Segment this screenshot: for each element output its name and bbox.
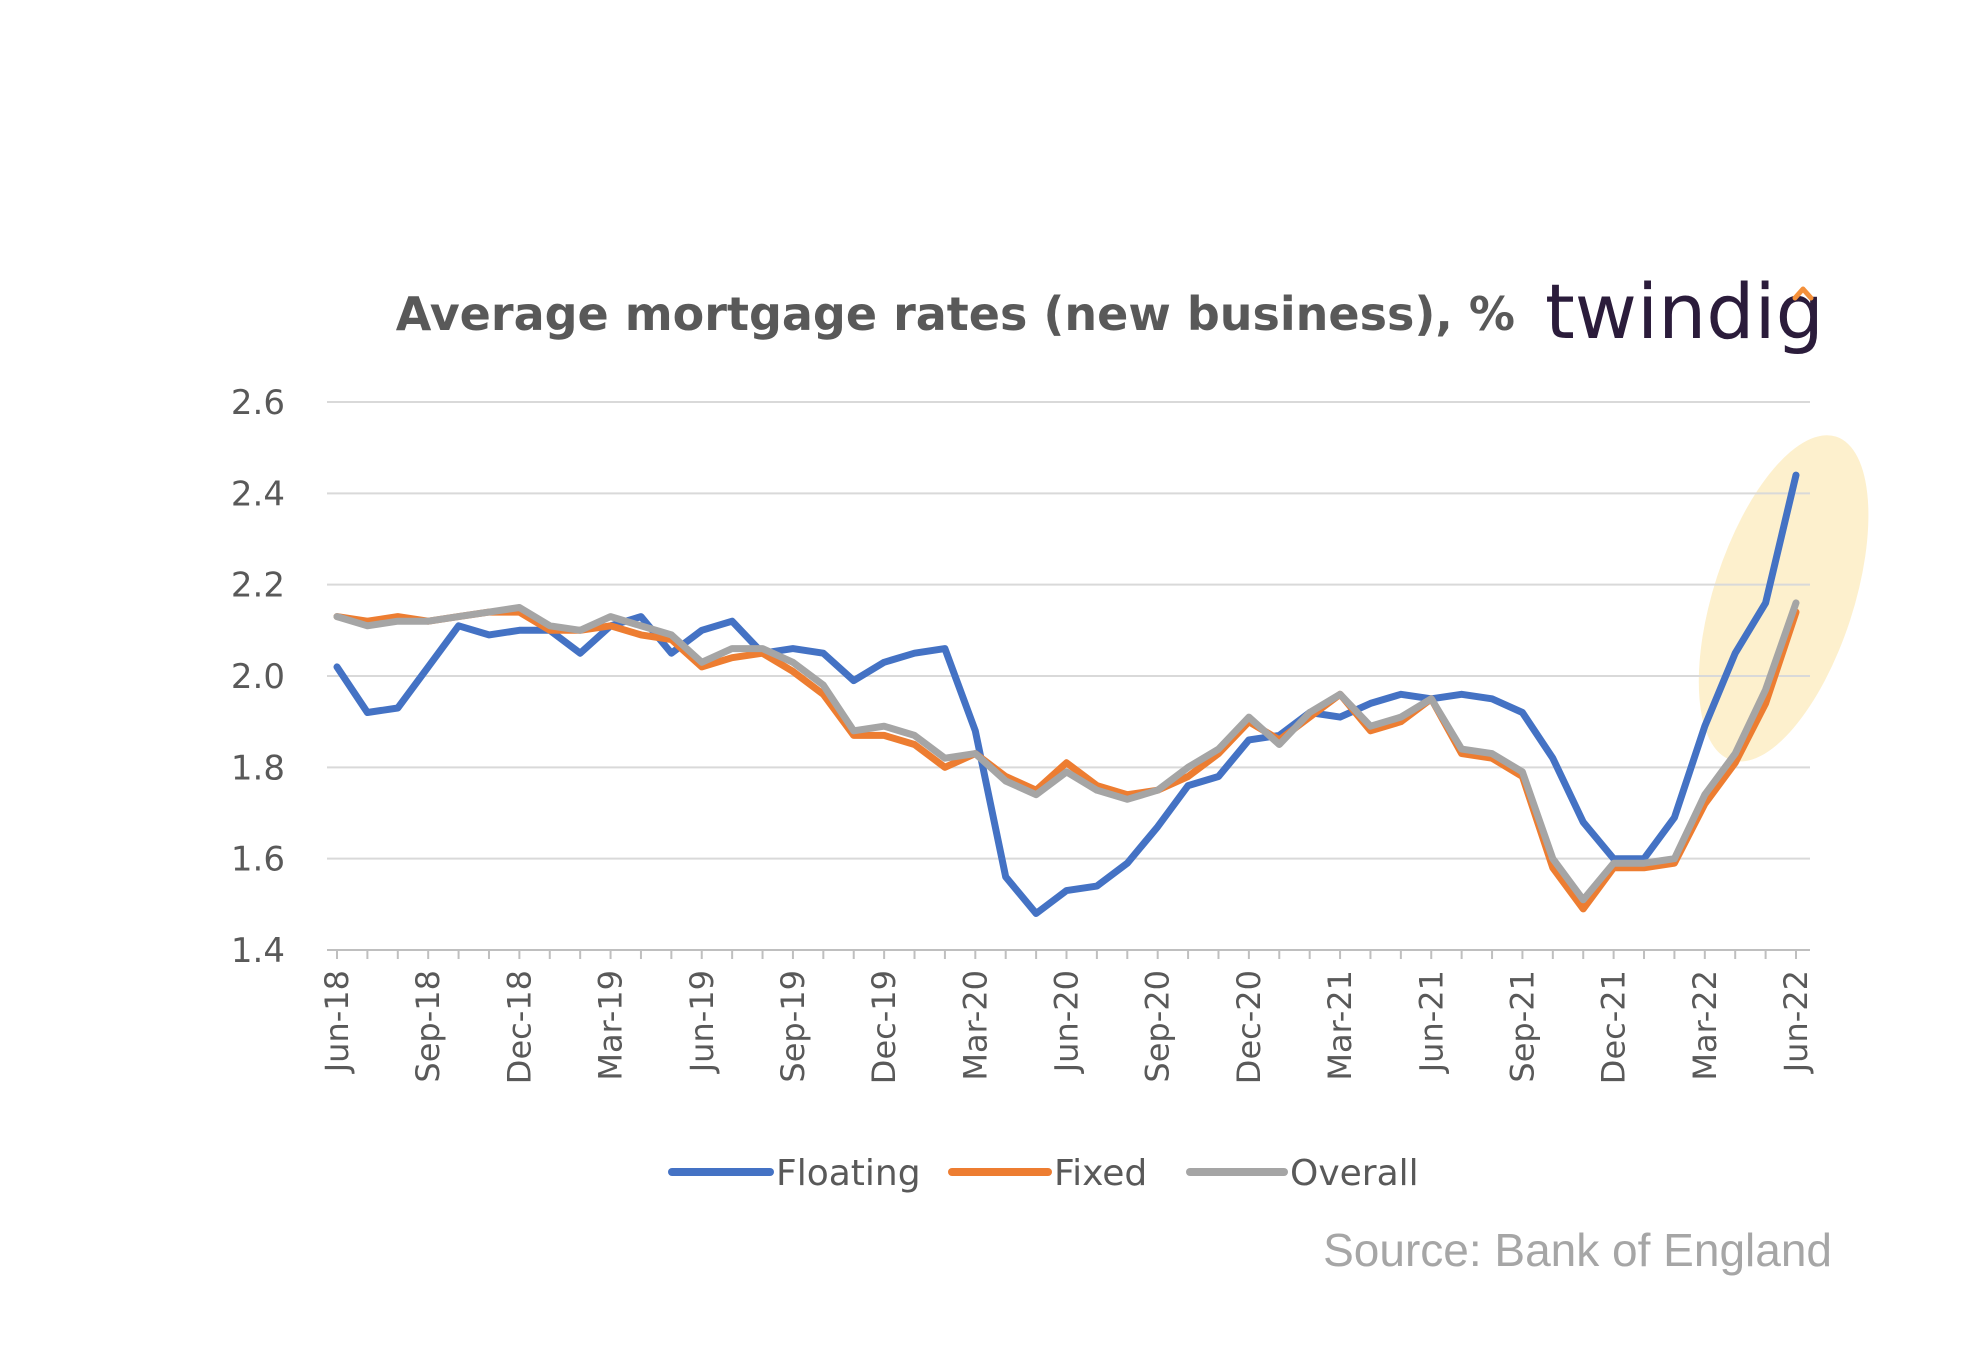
y-tick-label: 1.6 <box>231 840 285 880</box>
y-axis-ticks: 1.4 1.6 1.8 2.0 2.2 2.4 2.6 <box>231 383 285 971</box>
series-lines <box>333 471 1800 917</box>
twindig-logo: twindig <box>1545 267 1824 356</box>
x-tick-label: Dec-21 <box>1595 970 1633 1084</box>
x-tick-label: Sep-21 <box>1503 970 1541 1083</box>
highlight-ellipse <box>1698 435 1869 762</box>
x-tick-label: Jun-20 <box>1048 970 1086 1074</box>
legend-item-overall: Overall <box>1186 1153 1419 1194</box>
y-tick-label: 1.8 <box>231 748 285 788</box>
x-tick-label: Mar-19 <box>592 970 630 1081</box>
legend-label: Fixed <box>1054 1153 1147 1194</box>
series-line-floating <box>333 471 1800 917</box>
x-tick-label: Mar-21 <box>1321 970 1359 1081</box>
source-note: Source: Bank of England <box>1323 1224 1832 1276</box>
legend-item-floating: Floating <box>668 1153 921 1194</box>
legend: Floating Fixed Overall <box>668 1153 1419 1194</box>
x-tick-label: Mar-22 <box>1686 970 1724 1081</box>
x-tick-label: Dec-19 <box>865 970 903 1084</box>
x-tick-label: Mar-20 <box>956 970 994 1081</box>
y-tick-label: 2.0 <box>231 657 285 697</box>
y-tick-label: 1.4 <box>231 931 285 971</box>
brand-logo-text: twindig <box>1545 267 1824 356</box>
x-tick-label: Jun-18 <box>318 970 356 1074</box>
logo-roof-icon <box>1792 286 1814 301</box>
series-line-overall <box>333 599 1800 904</box>
x-tick-label: Sep-19 <box>774 970 812 1083</box>
legend-label: Floating <box>776 1153 921 1194</box>
y-tick-label: 2.2 <box>231 566 285 606</box>
legend-label: Overall <box>1290 1153 1419 1194</box>
x-tick-label: Sep-18 <box>409 970 447 1083</box>
x-tick-label: Sep-20 <box>1139 970 1177 1083</box>
y-tick-label: 2.4 <box>231 474 285 514</box>
series-line-fixed <box>333 608 1800 913</box>
highlight-region <box>1698 435 1869 762</box>
x-tick-label: Dec-18 <box>500 970 538 1084</box>
x-axis: Jun-18 Sep-18 Dec-18 Mar-19 Jun-19 Sep-19 Dec-… <box>318 949 1815 1084</box>
x-tick-label: Jun-19 <box>683 970 721 1074</box>
chart-title: Average mortgage rates (new business), % <box>396 287 1515 341</box>
y-tick-label: 2.6 <box>231 383 285 423</box>
x-tick-label: Jun-21 <box>1412 970 1450 1074</box>
x-tick-label: Jun-22 <box>1777 970 1815 1074</box>
legend-item-fixed: Fixed <box>948 1153 1147 1194</box>
x-tick-label: Dec-20 <box>1230 970 1268 1084</box>
